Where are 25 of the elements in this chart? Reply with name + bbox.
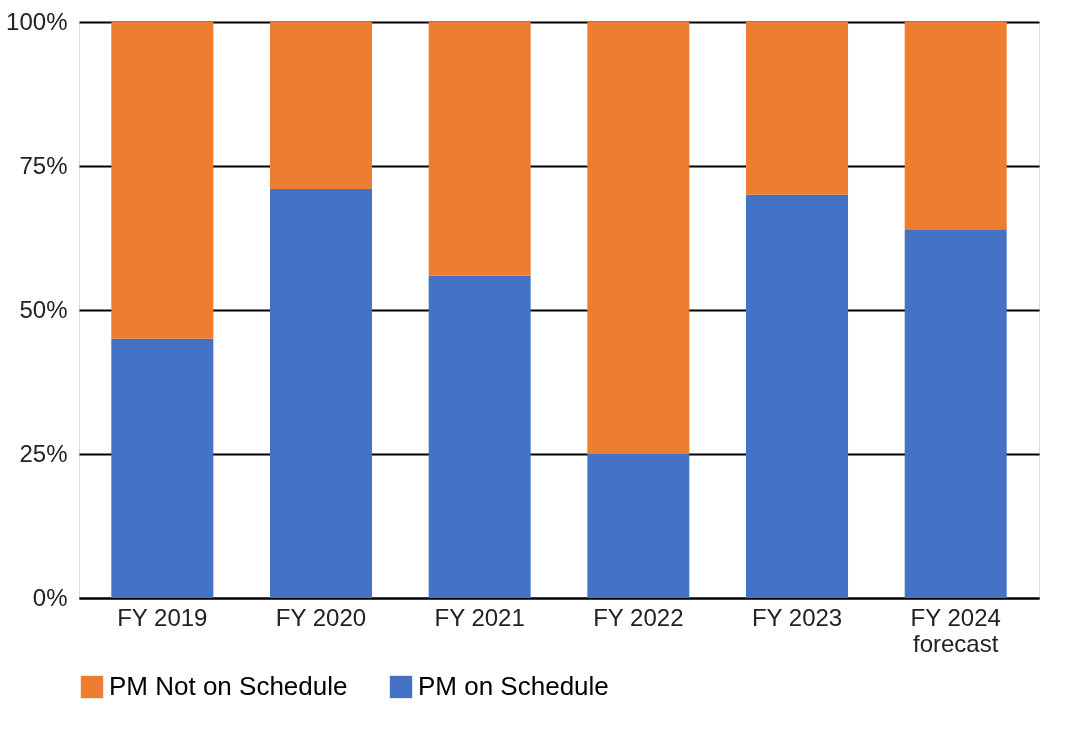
bar — [428, 22, 531, 276]
bar — [111, 338, 214, 598]
bar — [269, 22, 372, 190]
y-tick-label: 50% — [19, 295, 68, 323]
x-tick-label: FY 2020 — [275, 603, 367, 631]
bar — [111, 22, 214, 339]
bar — [746, 22, 849, 195]
x-tick-label: FY 2019 — [117, 603, 208, 631]
bar — [904, 229, 1007, 598]
x-tick-label: FY 2021 — [434, 603, 525, 631]
legend-label: PM on Schedule — [418, 671, 609, 701]
bar — [428, 275, 531, 598]
x-tick-label: FY 2024 forecast — [910, 603, 1001, 657]
y-tick-label: 0% — [32, 583, 68, 611]
bar — [904, 22, 1007, 230]
y-tick-label: 100% — [6, 7, 68, 35]
bar — [269, 189, 372, 598]
x-tick-label: FY 2023 — [751, 603, 843, 631]
y-tick-label: 75% — [19, 151, 68, 179]
bar — [587, 22, 690, 454]
x-tick-label: FY 2022 — [593, 603, 684, 631]
bar — [746, 194, 849, 598]
legend-label: PM Not on Schedule — [109, 671, 348, 701]
y-tick-label: 25% — [19, 439, 68, 467]
bar — [587, 454, 690, 598]
